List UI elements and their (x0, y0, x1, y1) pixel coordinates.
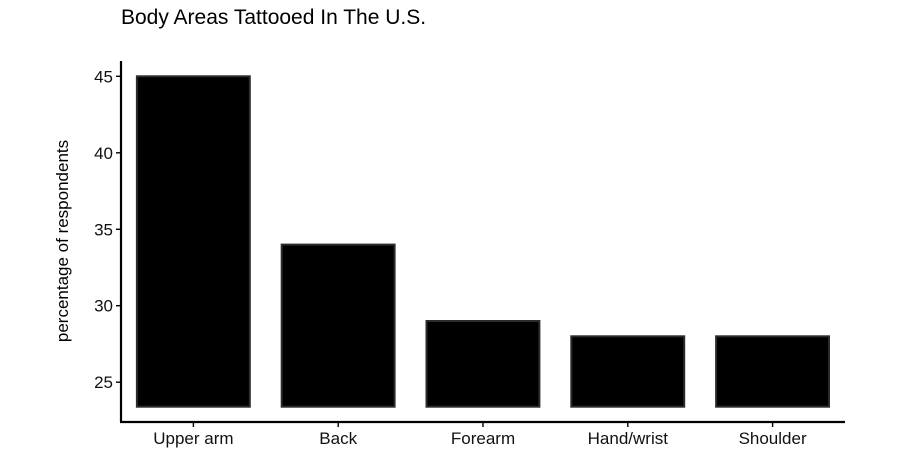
y-tick-label: 45 (94, 67, 113, 86)
y-axis-label: percentage of respondents (53, 140, 72, 342)
y-axis-ticks: 25 30 35 40 45 (94, 67, 121, 392)
bar-forearm (425, 320, 541, 408)
y-tick-label: 30 (94, 297, 113, 316)
y-tick-label: 25 (94, 373, 113, 392)
x-tick-label: Shoulder (739, 429, 807, 448)
x-tick-label: Hand/wrist (588, 429, 669, 448)
bar-shoulder (715, 335, 830, 408)
x-tick-label: Upper arm (153, 429, 233, 448)
bar-upper-arm (135, 75, 251, 408)
bars-layer (135, 75, 830, 408)
bar-hand-wrist (570, 335, 686, 408)
x-tick-label: Back (319, 429, 357, 448)
y-tick-label: 40 (94, 144, 113, 163)
bar-back (280, 243, 396, 408)
x-tick-label: Forearm (451, 429, 515, 448)
chart-title: Body Areas Tattooed In The U.S. (121, 6, 426, 29)
x-axis-ticks: Upper arm Back Forearm Hand/wrist Shoulder (153, 422, 807, 448)
y-tick-label: 35 (94, 220, 113, 239)
